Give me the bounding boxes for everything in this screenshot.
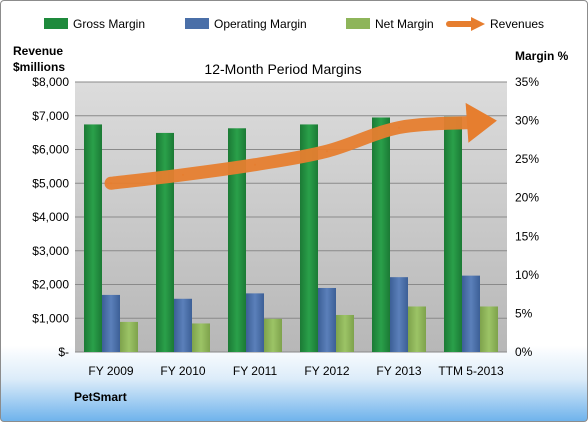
bar-net-margin-fy-2012 <box>336 314 354 352</box>
chart-title: 12-Month Period Margins <box>204 61 361 77</box>
bar-operating-margin-fy-2009 <box>102 294 120 352</box>
legend-swatch-operating-margin <box>185 18 209 29</box>
legend-item-net-margin: Net Margin <box>346 17 434 31</box>
bar-net-margin-fy-2011 <box>264 318 282 352</box>
legend-label-operating-margin: Operating Margin <box>214 17 307 31</box>
y-right-tick-label: 20% <box>515 191 539 205</box>
x-tick-label: FY 2012 <box>304 364 349 378</box>
bar-operating-margin-fy-2011 <box>246 293 264 352</box>
bar-operating-margin-ttm-5-2013 <box>462 275 480 352</box>
y-right-tick-label: 25% <box>515 152 539 166</box>
bar-gross-margin-ttm-5-2013 <box>444 116 462 352</box>
company-label: PetSmart <box>74 390 127 404</box>
y-right-tick-label: 5% <box>515 306 533 320</box>
x-tick-label: FY 2010 <box>160 364 205 378</box>
y-left-tick-label: $2,000 <box>32 278 69 292</box>
legend-swatch-net-margin <box>346 18 370 29</box>
y-left-tick-label: $3,000 <box>32 244 69 258</box>
x-tick-label: TTM 5-2013 <box>438 364 504 378</box>
revenue-point-fy-2010 <box>182 173 184 176</box>
revenue-line-path <box>104 116 478 190</box>
bar-operating-margin-fy-2012 <box>318 287 336 352</box>
bar-gross-margin-fy-2009 <box>84 124 102 352</box>
revenue-point-fy-2011 <box>254 163 256 166</box>
legend-item-revenues: Revenues <box>446 17 544 31</box>
legend-label-net-margin: Net Margin <box>375 17 434 31</box>
bar-net-margin-fy-2010 <box>192 323 210 352</box>
x-tick-label: FY 2013 <box>376 364 421 378</box>
x-tick-label: FY 2011 <box>233 364 278 378</box>
legend-item-operating-margin: Operating Margin <box>185 17 307 31</box>
bar-gross-margin-fy-2012 <box>300 124 318 352</box>
bars <box>84 116 498 352</box>
y-right-tick-label: 10% <box>515 268 539 282</box>
legend-label-gross-margin: Gross Margin <box>73 17 145 31</box>
y-left-tick-label: $7,000 <box>32 109 69 123</box>
bar-net-margin-fy-2009 <box>120 321 138 352</box>
y-right-tick-label: 35% <box>515 75 539 89</box>
y-left-tick-label: $4,000 <box>32 210 69 224</box>
bar-operating-margin-fy-2010 <box>174 298 192 352</box>
y-left-tick-label: $5,000 <box>32 176 69 190</box>
revenue-point-fy-2009 <box>110 182 112 185</box>
bar-operating-margin-fy-2013 <box>390 277 408 352</box>
y-right-tick-label: 15% <box>515 229 539 243</box>
y-left-tick-label: $8,000 <box>32 75 69 89</box>
legend-item-gross-margin: Gross Margin <box>44 17 145 31</box>
revenue-point-fy-2012 <box>326 150 328 153</box>
tick-labels: $- $1,000 $2,000 $3,000 $4,000 $5,000 $6,000 $7… <box>32 75 539 378</box>
bar-net-margin-ttm-5-2013 <box>480 306 498 352</box>
y-right-title: Margin % <box>515 49 569 63</box>
bar-gross-margin-fy-2011 <box>228 128 246 352</box>
legend-arrow-icon <box>471 17 485 31</box>
legend-label-revenues: Revenues <box>490 17 544 31</box>
y-left-tick-label: $- <box>58 345 69 359</box>
y-left-title-line1: Revenue <box>13 44 63 58</box>
y-right-tick-label: 30% <box>515 114 539 128</box>
revenue-line <box>104 102 497 190</box>
y-left-tick-label: $6,000 <box>32 143 69 157</box>
revenue-arrowhead-icon <box>465 102 497 143</box>
y-left-tick-label: $1,000 <box>32 311 69 325</box>
bar-net-margin-fy-2013 <box>408 306 426 352</box>
bar-gross-margin-fy-2013 <box>372 117 390 352</box>
x-tick-label: FY 2009 <box>88 364 133 378</box>
legend-swatch-gross-margin <box>44 18 68 29</box>
legend: Gross Margin Operating Margin Net Margin… <box>44 17 544 31</box>
gridlines <box>75 81 507 353</box>
revenue-point-fy-2013 <box>398 126 400 129</box>
bar-gross-margin-fy-2010 <box>156 132 174 352</box>
y-right-tick-label: 0% <box>515 345 533 359</box>
y-left-title-line2: $millions <box>13 60 65 74</box>
